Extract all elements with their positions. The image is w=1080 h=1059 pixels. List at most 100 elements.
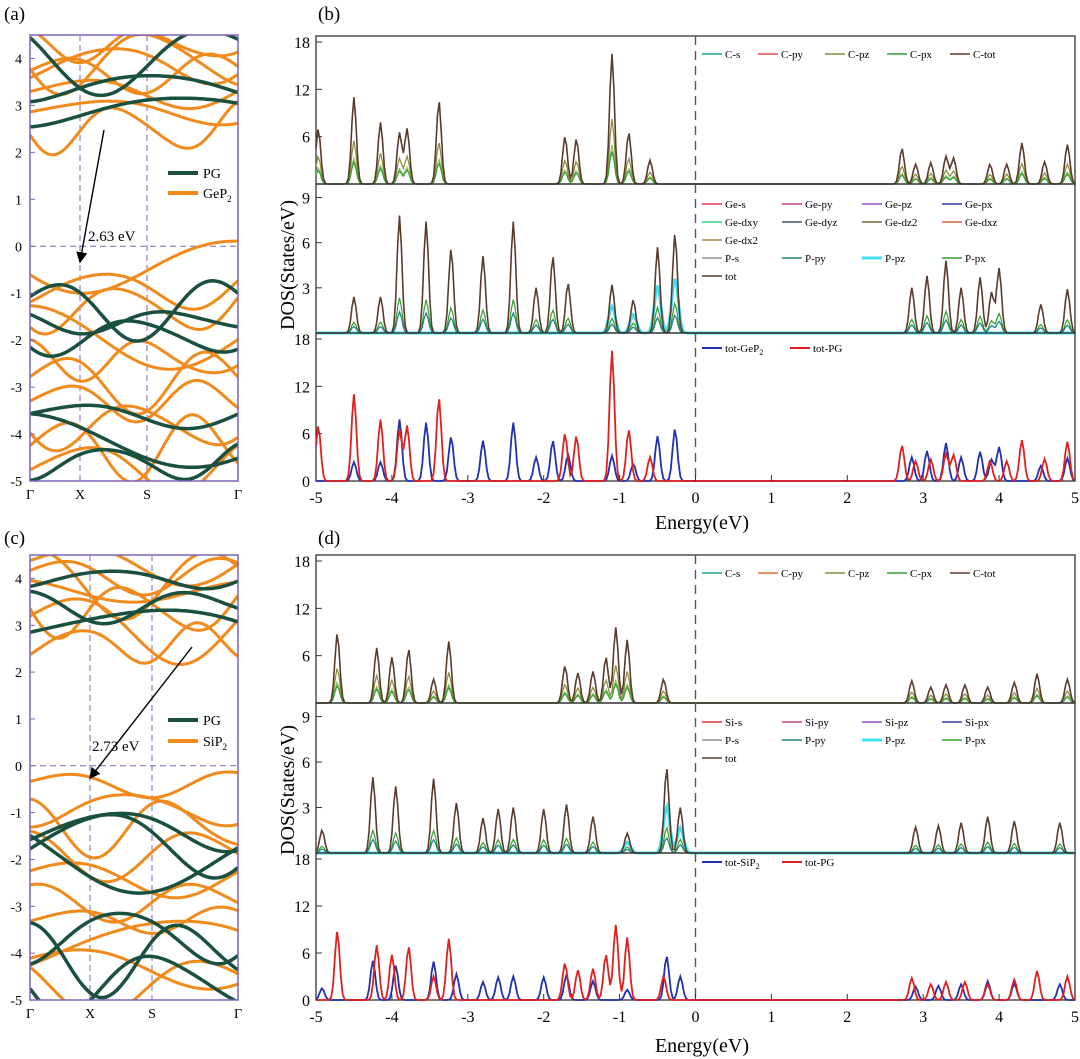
legend-b2: Ge-s Ge-py Ge-pz Ge-px Ge-dxy Ge-dyz Ge-… [702,199,997,283]
y-tick-label: -2 [10,334,22,349]
x-tick-label: -5 [309,490,322,507]
legend-label: C-px [910,568,933,580]
legend-d1: C-s C-py C-pz C-px C-tot [702,568,996,580]
x-tick-label: 4 [995,1009,1003,1026]
x-tick-label: 1 [767,490,775,507]
legend-label: Ge-py [805,199,833,211]
band-line [30,905,238,936]
legend-label: C-pz [848,568,870,580]
y-tick-label: 6 [302,755,310,772]
legend-b1: C-s C-py C-pz C-px C-tot [702,49,996,61]
band-line [30,621,238,665]
legend-label: Ge-dz2 [885,217,917,229]
y-tick-label: -3 [10,900,22,915]
legend-label: Ge-px [965,199,993,211]
legend-label: C-s [725,49,740,61]
legend-label: Ge-dxy [725,217,758,229]
band-line [30,411,238,470]
x-tick-label: X [75,488,85,503]
band-line [30,444,238,481]
gap-arrow-a [76,129,105,264]
y-tick-label: 18 [294,332,310,349]
legend-label: C-s [725,568,740,580]
legend-label: P-pz [885,253,905,265]
legend-label: C-px [910,49,933,61]
band-line [30,959,238,1000]
legend-label: C-tot [973,49,996,61]
legend-d2: Si-s Si-py Si-pz Si-px P-s P-py P-pz P-p… [702,717,989,765]
legend-label: P-s [725,735,739,747]
legend-label: Si-s [725,717,742,729]
x-tick-label: 1 [767,1009,775,1026]
y-tick-label: 3 [15,619,22,634]
legend-label: Ge-pz [885,199,912,211]
band-line [30,73,238,104]
band-line [30,793,238,829]
band-line [30,442,238,481]
band-line [30,100,238,157]
legend-a: PG GeP2 [168,167,232,204]
legend-label: tot-PG [805,857,834,869]
dos-xlabel-b: Energy(eV) [655,512,749,534]
legend-label: Ge-dyz [805,217,837,229]
y-tick-label: -4 [10,428,22,443]
x-tick-label: 3 [919,490,927,507]
band-line [30,304,238,371]
x-tick-label: S [143,488,151,503]
y-tick-label: 18 [294,554,310,571]
legend-label: Si-pz [885,717,908,729]
band-plot-a: 4 3 2 1 0 -1 -2 -3 -4 -5 Γ X S Γ 2.63 eV PG GeP2 [10,34,242,503]
dos-ylabel-b: DOS(States/eV) [277,200,299,330]
legend-label: P-px [965,735,986,747]
y-tick-label: 6 [302,236,310,253]
legend-label: C-py [781,49,804,61]
x-tick-label: 3 [919,1009,927,1026]
band-line [30,585,238,640]
x-tick-label: Γ [26,488,34,503]
band-frame-c [29,554,239,1001]
band-line [30,861,238,900]
band-line [30,811,238,854]
y-tick-label: 3 [15,99,22,114]
band-plot-c: 4 3 2 1 0 -1 -2 -3 -4 -5 Γ X S Γ 2.73 eV PG SiP2 [10,554,242,1022]
legend-label: Ge-dx2 [725,235,758,247]
legend-label: tot-PG [813,343,842,355]
legend-label: tot-GeP2 [725,343,763,357]
x-tick-label: X [85,1007,95,1022]
band-line [30,378,238,424]
gap-label-c: 2.73 eV [92,739,140,755]
legend-label: tot [725,271,737,283]
legend-label: P-pz [885,735,905,747]
y-tick-label: 1 [15,713,22,728]
band-line [30,833,238,895]
y-tick-label: -2 [10,853,22,868]
gap-label-a: 2.63 eV [88,229,136,245]
dos-xlabel-d: Energy(eV) [655,1035,749,1057]
band-line [30,52,238,96]
x-tick-label: S [148,1007,156,1022]
y-tick-label: 3 [302,281,310,298]
y-tick-label: 3 [302,801,310,818]
band-line [30,589,238,626]
panel-label-a: (a) [4,4,25,25]
y-tick-label: 6 [302,130,310,147]
band-line [30,78,238,111]
y-tick-label: 18 [294,852,310,869]
y-tick-label: 2 [15,146,22,161]
band-line [30,597,238,667]
band-line [30,403,238,431]
y-tick-label: 4 [15,572,22,587]
legend-c: PG SiP2 [168,714,227,752]
y-tick-label: 18 [294,35,310,52]
band-frame-a [29,34,239,482]
y-tick-label: 0 [302,993,310,1010]
y-tick-label: 0 [15,240,22,255]
legend-label: Ge-s [725,199,746,211]
legend-label: Si-py [805,717,829,729]
band-line [30,556,238,597]
band-line [30,569,238,591]
band-line [30,404,238,453]
legend-label: P-px [965,253,986,265]
